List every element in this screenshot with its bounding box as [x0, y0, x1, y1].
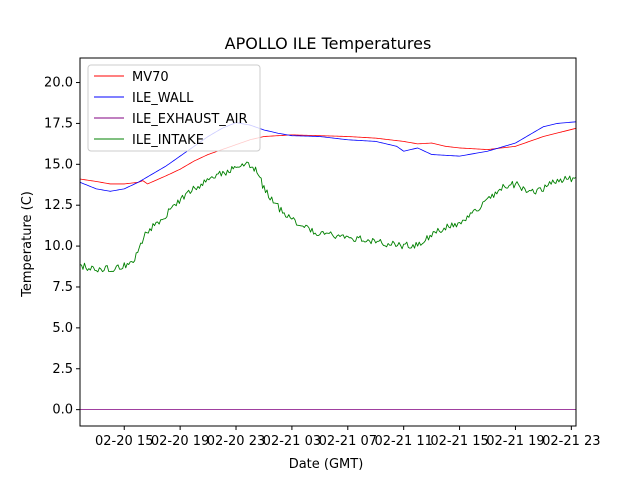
x-tick-label: 02-21 11: [374, 434, 432, 449]
x-tick-label: 02-21 07: [319, 434, 377, 449]
y-tick-label: 17.5: [44, 116, 73, 131]
y-axis-label: Temperature (C): [20, 191, 35, 298]
y-tick-label: 0.0: [52, 403, 73, 418]
legend-label: MV70: [132, 70, 169, 85]
y-tick-label: 15.0: [44, 157, 73, 172]
legend-label: ILE_WALL: [132, 91, 194, 106]
legend-box: [87, 64, 261, 152]
y-tick-label: 12.5: [44, 198, 73, 213]
x-tick-label: 02-21 15: [430, 434, 488, 449]
legend-label: ILE_EXHAUST_AIR: [132, 112, 248, 127]
x-tick-label: 02-21 19: [486, 434, 544, 449]
x-tick-label: 02-20 15: [95, 434, 153, 449]
x-tick-label: 02-20 23: [207, 434, 265, 449]
y-tick-label: 10.0: [44, 239, 73, 254]
y-tick-label: 5.0: [52, 321, 73, 336]
y-tick-label: 20.0: [44, 76, 73, 91]
x-axis-label: Date (GMT): [289, 457, 364, 472]
x-tick-label: 02-21 23: [542, 434, 600, 449]
x-tick-label: 02-20 19: [151, 434, 209, 449]
series-line-ile-wall: [79, 121, 577, 192]
plot-area: 0.0 2.5 5.0 7.5 10.0 12.5 15.0 17.5 20.0 02-20 15…: [44, 57, 601, 449]
series-line-ile-intake: [79, 161, 577, 273]
legend-label: ILE_INTAKE: [132, 133, 204, 148]
axes-frame: [79, 57, 577, 427]
y-tick-label: 7.5: [52, 280, 73, 295]
chart-title: APOLLO ILE Temperatures: [225, 34, 432, 53]
legend: MV70 ILE_WALL ILE_EXHAUST_AIR ILE_INTAKE: [87, 64, 261, 152]
x-tick-label: 02-21 03: [263, 434, 321, 449]
y-tick-label: 2.5: [52, 362, 73, 377]
